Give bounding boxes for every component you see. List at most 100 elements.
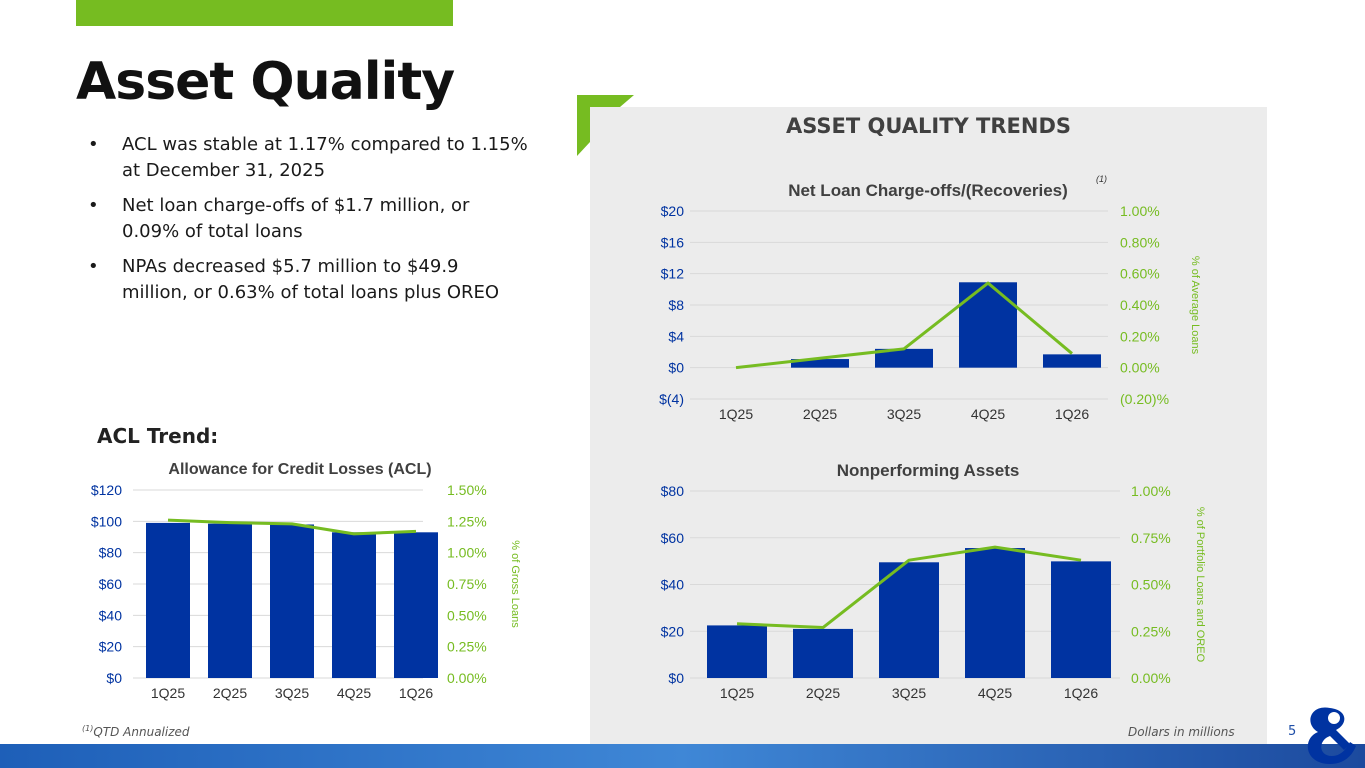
y2-tick-label: 0.20% xyxy=(1120,328,1160,344)
y2-tick-label: 1.50% xyxy=(447,482,487,498)
x-tick-label: 1Q26 xyxy=(1064,685,1098,701)
y-tick-label: $20 xyxy=(661,203,685,219)
y-tick-label: $80 xyxy=(661,483,685,499)
y-tick-label: $120 xyxy=(91,482,122,498)
chart-title: Net Loan Charge-offs/(Recoveries) xyxy=(788,181,1068,200)
y2-tick-label: 0.50% xyxy=(447,607,487,623)
bar xyxy=(793,628,853,678)
y-tick-label: $4 xyxy=(668,328,684,344)
bullet-text: NPAs decreased $5.7 million to $49.9 mil… xyxy=(122,256,500,303)
y-tick-label: $40 xyxy=(661,577,685,593)
y-tick-label: $8 xyxy=(668,297,684,313)
x-tick-label: 4Q25 xyxy=(978,685,1012,701)
x-tick-label: 2Q25 xyxy=(213,685,247,701)
x-tick-label: 4Q25 xyxy=(337,685,371,701)
page-number: 5 xyxy=(1288,724,1297,739)
y2-tick-label: (0.20)% xyxy=(1120,391,1169,407)
y2-tick-label: 0.75% xyxy=(1131,530,1171,546)
y2-axis-label: % of Portfolio Loans and OREO xyxy=(1194,507,1206,663)
y2-tick-label: 0.00% xyxy=(447,670,487,686)
bar xyxy=(959,282,1017,368)
series-line xyxy=(735,281,1073,370)
y-tick-label: $0 xyxy=(106,670,122,686)
y2-tick-label: 1.25% xyxy=(447,513,487,529)
y2-tick-label: 0.75% xyxy=(447,576,487,592)
bullet-acl: • ACL was stable at 1.17% compared to 1.1… xyxy=(88,132,528,184)
footnote-text: QTD Annualized xyxy=(93,725,190,739)
brand-logo-icon xyxy=(1307,707,1356,764)
bar xyxy=(394,532,438,678)
x-tick-label: 3Q25 xyxy=(892,685,926,701)
corner-accent xyxy=(577,95,634,156)
y2-tick-label: 0.00% xyxy=(1131,670,1171,686)
bar xyxy=(270,524,314,678)
y2-tick-label: 0.00% xyxy=(1120,360,1160,376)
bar xyxy=(879,562,939,678)
y-tick-label: $12 xyxy=(661,266,685,282)
x-tick-label: 3Q25 xyxy=(887,406,921,422)
y-tick-label: $40 xyxy=(99,607,123,623)
chart-title: Allowance for Credit Losses (ACL) xyxy=(168,461,431,478)
x-tick-label: 1Q25 xyxy=(719,406,753,422)
y2-axis-label: % of Gross Loans xyxy=(509,540,521,628)
bullet-text: ACL was stable at 1.17% compared to 1.15… xyxy=(122,134,528,181)
y2-axis-label: % of Average Loans xyxy=(1189,256,1201,355)
x-tick-label: 1Q26 xyxy=(399,685,433,701)
y2-tick-label: 0.25% xyxy=(1131,623,1171,639)
bar xyxy=(1051,561,1111,678)
accent-bar xyxy=(76,0,453,26)
bar xyxy=(208,523,252,678)
y-tick-label: $20 xyxy=(661,623,685,639)
page-title: Asset Quality xyxy=(76,52,455,112)
x-tick-label: 2Q25 xyxy=(803,406,837,422)
bar xyxy=(707,625,767,678)
y2-tick-label: 0.80% xyxy=(1120,234,1160,250)
panel-title: ASSET QUALITY TRENDS xyxy=(785,114,1072,138)
series-line xyxy=(736,545,1082,630)
y2-tick-label: 1.00% xyxy=(1131,483,1171,499)
bar xyxy=(791,359,849,368)
y-tick-label: $16 xyxy=(661,234,685,250)
series-line xyxy=(167,518,417,536)
y2-tick-label: 0.50% xyxy=(1131,577,1171,593)
chart-title: Nonperforming Assets xyxy=(837,461,1020,480)
y-tick-label: $(4) xyxy=(659,391,684,407)
y2-tick-label: 0.60% xyxy=(1120,266,1160,282)
footnote: (1)QTD Annualized xyxy=(82,724,190,739)
x-tick-label: 1Q25 xyxy=(720,685,754,701)
units-note: Dollars in millions xyxy=(1128,725,1235,739)
bar xyxy=(965,548,1025,678)
y2-tick-label: 0.40% xyxy=(1120,297,1160,313)
bar xyxy=(875,348,933,368)
x-tick-label: 1Q25 xyxy=(151,685,185,701)
y-tick-label: $20 xyxy=(99,639,123,655)
y2-tick-label: 1.00% xyxy=(447,545,487,561)
bullet-mark: • xyxy=(88,256,99,277)
acl-trend-heading: ACL Trend: xyxy=(97,424,219,448)
bullet-mark: • xyxy=(88,134,99,155)
chart-title-note: (1) xyxy=(1096,174,1107,184)
y2-tick-label: 1.00% xyxy=(1120,203,1160,219)
y2-tick-label: 0.25% xyxy=(447,639,487,655)
bottom-bar xyxy=(0,744,1365,768)
bar xyxy=(332,532,376,678)
y-tick-label: $60 xyxy=(661,530,685,546)
x-tick-label: 2Q25 xyxy=(806,685,840,701)
x-tick-label: 4Q25 xyxy=(971,406,1005,422)
bar xyxy=(1043,354,1101,368)
y-tick-label: $0 xyxy=(668,670,684,686)
footnote-marker: (1) xyxy=(82,724,94,733)
summary-bullets: • ACL was stable at 1.17% compared to 1.1… xyxy=(88,132,528,315)
bullet-npas: • NPAs decreased $5.7 million to $49.9 mi… xyxy=(88,254,528,306)
y-tick-label: $0 xyxy=(668,360,684,376)
bullet-text: Net loan charge-offs of $1.7 million, or… xyxy=(122,195,470,242)
y-tick-label: $100 xyxy=(91,513,122,529)
y-tick-label: $80 xyxy=(99,545,123,561)
x-tick-label: 1Q26 xyxy=(1055,406,1089,422)
y-tick-label: $60 xyxy=(99,576,123,592)
bullet-mark: • xyxy=(88,195,99,216)
x-tick-label: 3Q25 xyxy=(275,685,309,701)
bar xyxy=(146,522,190,678)
bullet-charge-offs: • Net loan charge-offs of $1.7 million, o… xyxy=(88,193,528,245)
